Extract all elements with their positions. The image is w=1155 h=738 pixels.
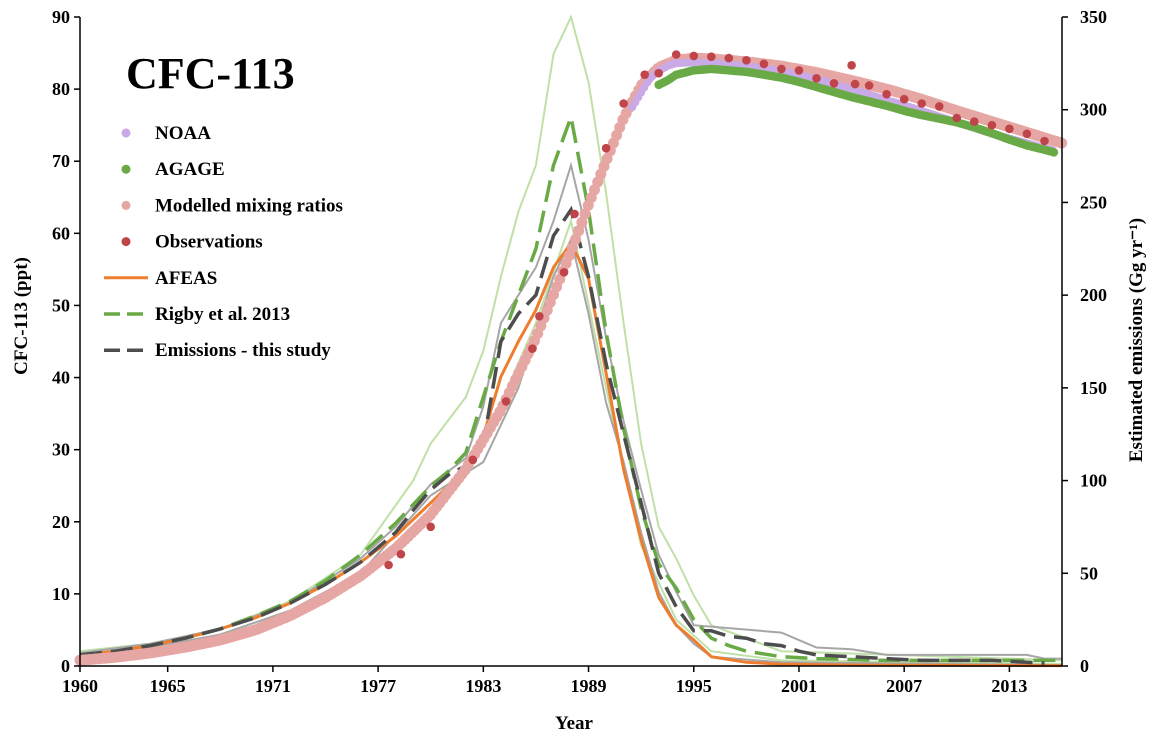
- observation-point: [742, 56, 751, 65]
- y-right-tick-label: 50: [1080, 563, 1098, 583]
- observation-point: [899, 94, 909, 104]
- observation-point: [468, 455, 478, 465]
- observation-point: [917, 99, 926, 108]
- observation-point: [707, 52, 716, 61]
- legend-label-noaa: NOAA: [155, 123, 211, 144]
- legend-label-this: Emissions - this study: [155, 340, 331, 361]
- observation-point: [850, 79, 860, 89]
- y-left-tick-label: 20: [52, 512, 70, 532]
- this-study-line: [79, 205, 1045, 665]
- observation-point: [882, 89, 891, 99]
- rigby-range-low-line: [79, 217, 1063, 666]
- y-right-tick-label: 250: [1080, 192, 1107, 212]
- axes: [74, 16, 1068, 672]
- observation-point: [570, 209, 579, 219]
- tick-labels: 0 10 20 30 40 50 60 70 80 90 0 50 100 150 200 250 300 350…: [52, 7, 1107, 696]
- observation-point: [935, 102, 944, 111]
- observation-point: [1005, 124, 1014, 134]
- legend-label-modelled: Modelled mixing ratios: [155, 195, 343, 216]
- observation-point: [501, 397, 511, 406]
- observation-point: [864, 81, 874, 90]
- observation-point: [1040, 136, 1049, 146]
- x-tick-label: 2007: [886, 676, 922, 696]
- observation-point: [528, 344, 537, 354]
- agage-point: [1049, 148, 1059, 157]
- x-tick-label: 1989: [571, 676, 607, 696]
- observation-point: [601, 143, 611, 153]
- y-left-tick-label: 0: [61, 656, 70, 676]
- chart-title: CFC-113: [126, 49, 295, 98]
- y-left-tick-label: 30: [52, 440, 70, 460]
- x-tick-label: 1995: [676, 676, 712, 696]
- observation-point: [812, 74, 821, 83]
- modelled-point: [576, 216, 588, 228]
- x-tick-label: 1960: [62, 676, 98, 696]
- y-right-tick-label: 200: [1080, 285, 1107, 305]
- observation-point: [970, 117, 979, 126]
- observation-point: [689, 51, 699, 61]
- observation-point: [396, 549, 406, 559]
- observation-point: [1022, 129, 1032, 139]
- observation-point: [794, 66, 804, 75]
- legend-label-afeas: AFEAS: [155, 268, 217, 289]
- x-tick-label: 1965: [150, 676, 186, 696]
- modelled-point: [573, 225, 585, 237]
- x-tick-label: 1971: [255, 676, 291, 696]
- legend-marker-obs: [121, 237, 131, 247]
- legend-marker-noaa: [121, 128, 131, 138]
- y-axis-label-left: CFC-113 (ppt): [11, 257, 32, 375]
- y-left-tick-label: 50: [52, 295, 70, 315]
- x-tick-label: 2013: [991, 676, 1027, 696]
- observation-point: [847, 61, 856, 70]
- y-right-tick-label: 100: [1080, 471, 1107, 491]
- observation-point: [987, 120, 997, 130]
- observation-point: [671, 50, 681, 59]
- observation-point: [759, 59, 769, 69]
- y-axis-label-right: Estimated emissions (Gg yr⁻¹): [1126, 218, 1147, 462]
- observation-point: [384, 560, 393, 570]
- y-left-tick-label: 70: [52, 151, 70, 171]
- y-right-tick-label: 300: [1080, 100, 1107, 120]
- y-left-tick-label: 80: [52, 79, 70, 99]
- legend-label-obs: Observations: [155, 232, 263, 253]
- observation-point: [829, 79, 839, 88]
- modelled-point: [570, 233, 582, 245]
- y-left-tick-label: 60: [52, 223, 70, 243]
- observation-point: [619, 99, 628, 108]
- x-axis-label: Year: [555, 713, 594, 734]
- modelled-point: [566, 242, 578, 254]
- observation-point: [724, 53, 734, 63]
- mixing-ratio-points: [74, 50, 1068, 666]
- rigby-line: [79, 110, 1062, 663]
- legend-label-agage: AGAGE: [155, 159, 225, 180]
- observation-point: [654, 68, 663, 78]
- y-right-tick-label: 0: [1080, 656, 1089, 676]
- observation-point: [952, 113, 962, 123]
- y-right-tick-label: 350: [1080, 7, 1107, 27]
- legend-marker-modelled: [121, 200, 131, 210]
- modelled-point: [579, 208, 591, 220]
- y-left-tick-label: 90: [52, 7, 70, 27]
- observation-point: [559, 268, 569, 277]
- y-left-tick-label: 10: [52, 584, 70, 604]
- y-left-tick-label: 40: [52, 368, 70, 388]
- observation-point: [777, 64, 786, 74]
- observation-point: [426, 522, 436, 532]
- emission-lines: [79, 110, 1063, 668]
- x-tick-label: 2001: [781, 676, 817, 696]
- x-tick-label: 1983: [465, 676, 501, 696]
- legend: NOAA AGAGE Modelled mixing ratios Observati…: [104, 123, 343, 361]
- observation-point: [535, 312, 544, 321]
- legend-marker-agage: [121, 164, 131, 174]
- legend-label-rigby: Rigby et al. 2013: [155, 304, 290, 325]
- x-tick-label: 1977: [360, 676, 396, 696]
- observation-point: [640, 70, 649, 79]
- y-right-tick-label: 150: [1080, 378, 1107, 398]
